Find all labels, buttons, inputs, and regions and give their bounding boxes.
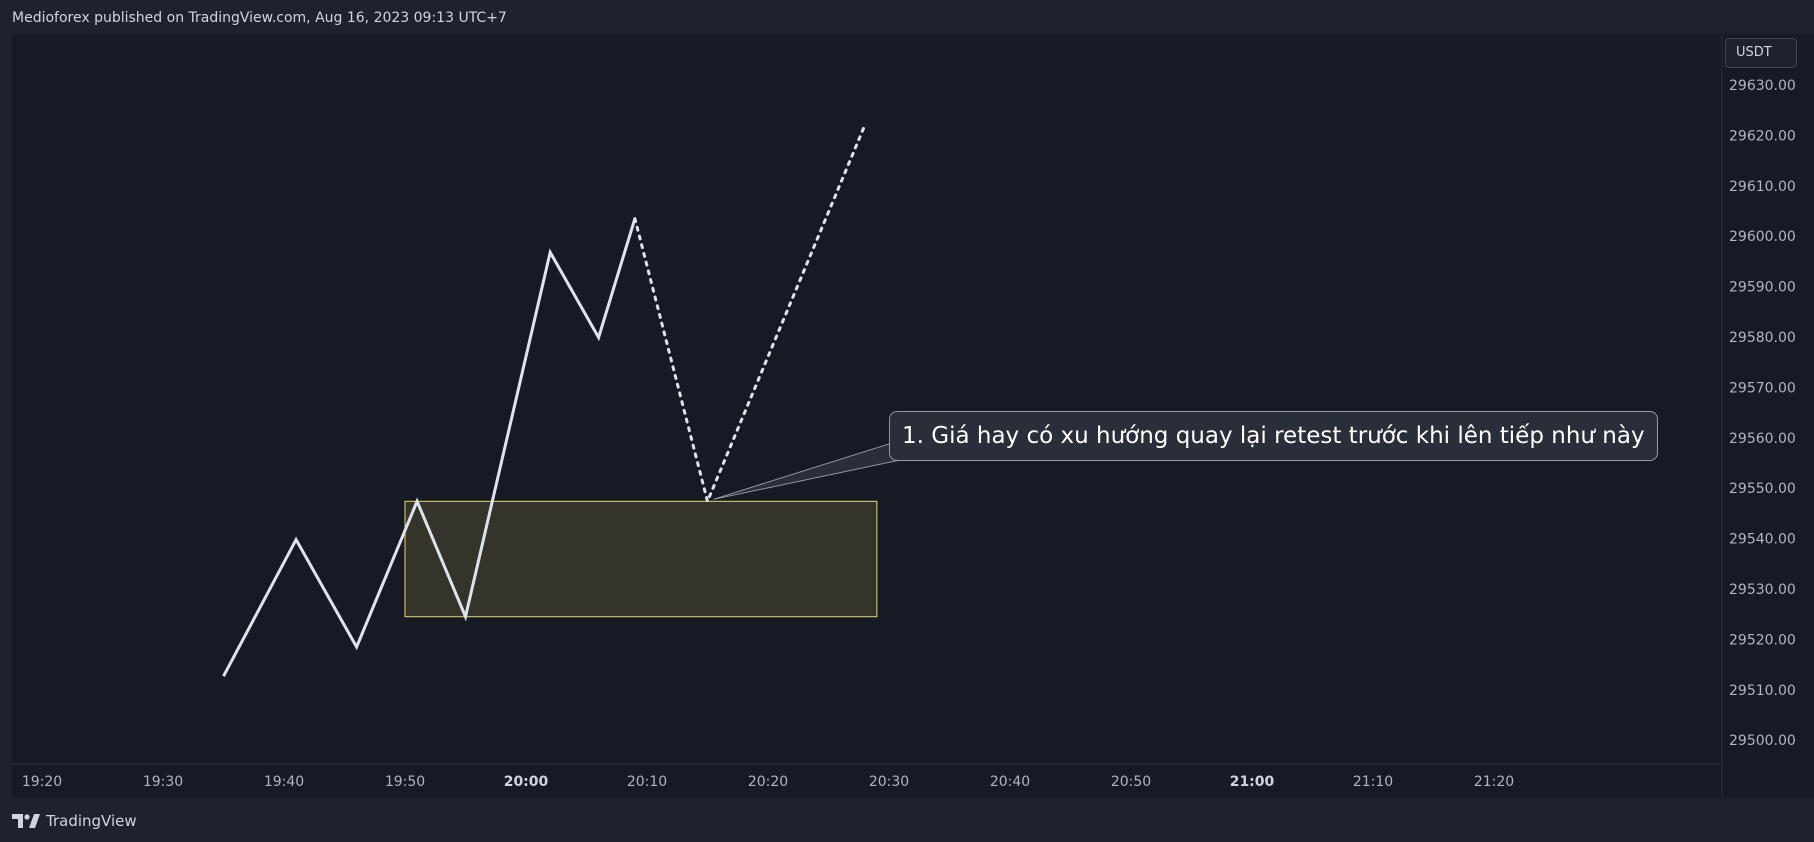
price-tick-label: 29590.00 [1729,280,1796,296]
tradingview-logo-icon [12,814,40,828]
published-header: Medioforex published on TradingView.com,… [12,10,507,26]
price-tick-label: 29550.00 [1729,481,1796,497]
price-tick-label: 29580.00 [1729,330,1796,346]
currency-badge[interactable]: USDT [1725,38,1797,68]
price-tick-label: 29520.00 [1729,632,1796,648]
time-tick-label: 20:10 [627,774,667,790]
price-path-line[interactable] [222,218,637,677]
time-axis-area[interactable] [12,764,1722,798]
price-tick-label: 29620.00 [1729,128,1796,144]
time-tick-label: 19:30 [143,774,183,790]
footer-brand: TradingView [12,812,137,830]
time-tick-label: 20:30 [869,774,909,790]
price-axis: 29630.00 29620.00 29610.00 29600.00 29590.00… [1729,78,1796,749]
price-tick-label: 29500.00 [1729,733,1796,749]
time-tick-label: 20:00 [504,774,549,790]
projected-path-line[interactable] [633,123,867,507]
price-tick-label: 29600.00 [1729,229,1796,245]
time-tick-label: 20:40 [990,774,1030,790]
price-tick-label: 29530.00 [1729,582,1796,598]
support-zone[interactable] [404,500,878,618]
annotation-callout[interactable]: 1. Giá hay có xu hướng quay lại retest t… [889,411,1658,461]
price-axis-area[interactable] [1722,34,1814,798]
price-tick-label: 29570.00 [1729,380,1796,396]
footer-brand-label: TradingView [46,812,137,830]
zones-layer [404,500,878,618]
series-layer [222,123,867,677]
time-tick-label: 19:40 [264,774,304,790]
time-axis: 19:20 19:30 19:40 19:50 20:00 20:10 20:20 20:30… [22,774,1514,790]
time-tick-label: 19:20 [22,774,62,790]
time-tick-label: 19:50 [385,774,425,790]
price-tick-label: 29560.00 [1729,431,1796,447]
time-tick-label: 20:50 [1111,774,1151,790]
time-tick-label: 20:20 [748,774,788,790]
price-tick-label: 29630.00 [1729,78,1796,94]
time-tick-label: 21:20 [1474,774,1514,790]
time-tick-label: 21:00 [1230,774,1275,790]
plot-area [12,34,1722,764]
time-tick-label: 21:10 [1353,774,1393,790]
price-tick-label: 29610.00 [1729,179,1796,195]
price-tick-label: 29510.00 [1729,683,1796,699]
price-tick-label: 29540.00 [1729,532,1796,548]
